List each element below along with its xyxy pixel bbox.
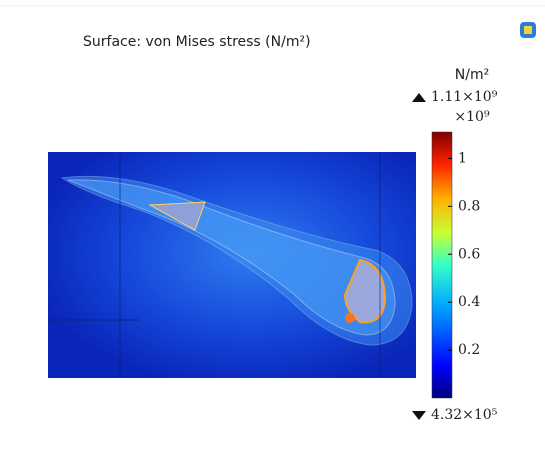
cavity — [148, 201, 206, 231]
colorbar-tick-label: 0.4 — [458, 294, 480, 310]
colorbar-tick-label: 0.2 — [458, 342, 480, 358]
colorbar — [431, 131, 453, 399]
colorbar-tick-label: 0.8 — [458, 198, 480, 214]
hot-spot — [345, 313, 355, 323]
colorbar-scale: ×10⁹ — [454, 109, 490, 125]
min-marker — [412, 411, 426, 420]
colorbar-tick-label: 1 — [458, 150, 467, 166]
colorbar-tick-label: 0.6 — [458, 246, 480, 262]
max-marker — [412, 93, 426, 102]
surface-plot — [48, 152, 416, 378]
toolbar-icon[interactable] — [520, 22, 536, 38]
colorbar-min: 4.32×10⁵ — [431, 407, 498, 423]
colorbar-max: 1.11×10⁹ — [431, 89, 498, 105]
chart-title: Surface: von Mises stress (N/m²) — [83, 34, 311, 50]
icon-inner[interactable] — [524, 26, 532, 34]
colorbar-unit: N/m² — [455, 67, 489, 83]
cavity-hot — [343, 258, 387, 324]
